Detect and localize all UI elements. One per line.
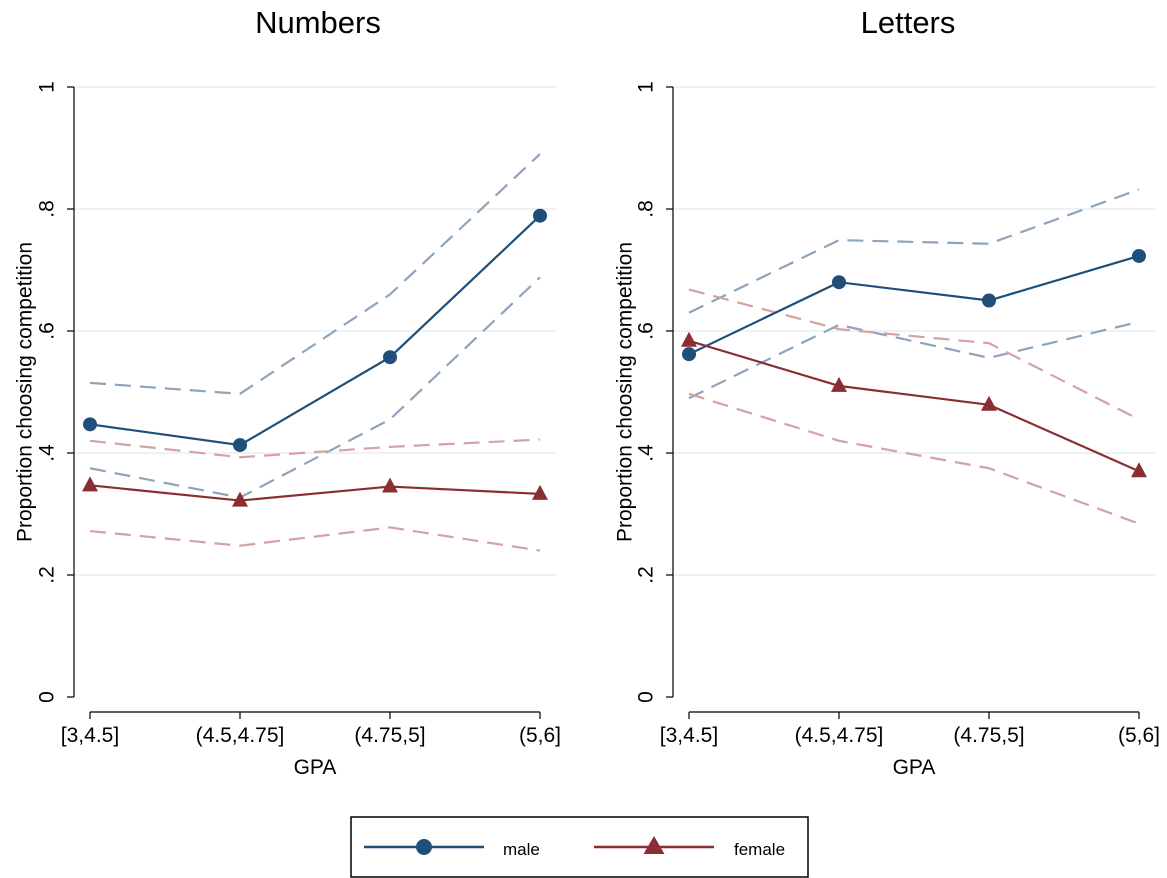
y-tick-label: .6 <box>635 322 658 340</box>
male-ci-lower-line <box>89 276 541 499</box>
female-ci-upper-line <box>688 288 1140 421</box>
female-point <box>981 395 997 411</box>
female-ci-lower-line <box>688 392 1140 525</box>
x-tick-label: [3,4.5] <box>660 724 718 747</box>
male-point <box>233 438 247 453</box>
legend-male-marker <box>416 839 432 855</box>
legend-male-label: male <box>503 840 540 859</box>
female-ci-upper-line <box>89 438 541 459</box>
female-point <box>532 484 548 500</box>
legend-female-marker <box>643 836 665 854</box>
x-tick-label: (4.75,5] <box>953 724 1024 747</box>
y-tick-label: 0 <box>36 691 59 703</box>
male-series-line <box>89 214 541 447</box>
male-series-line <box>688 254 1140 356</box>
y-axis-title: Proportion choosing competition <box>14 242 37 542</box>
x-tick-label: [3,4.5] <box>61 724 119 747</box>
male-ci-upper-line <box>89 153 541 395</box>
male-point <box>383 350 397 365</box>
legend-female-label: female <box>734 840 785 859</box>
y-tick-label: 0 <box>635 691 658 703</box>
y-tick-label: .4 <box>36 444 59 462</box>
y-tick-label: .8 <box>635 200 658 218</box>
y-tick-label: .8 <box>36 200 59 218</box>
female-point <box>232 491 248 507</box>
y-tick-label: .2 <box>36 566 59 584</box>
x-tick-label: (5,6] <box>519 724 561 747</box>
panel-letters: Letters 0 .2 .4 .6 .8 1 [3,4.5] (4.5,4.75] (4.75,… <box>614 5 1161 779</box>
female-point <box>1131 462 1147 478</box>
panel-title: Numbers <box>255 5 381 40</box>
male-ci-upper-line <box>688 188 1140 314</box>
x-tick-label: (4.5,4.75] <box>196 724 285 747</box>
male-point <box>1132 248 1146 263</box>
male-point <box>533 208 547 223</box>
y-tick-label: 1 <box>36 81 59 93</box>
x-tick-label: (4.75,5] <box>354 724 425 747</box>
male-point <box>832 275 846 290</box>
y-axis-title: Proportion choosing competition <box>614 242 637 542</box>
panel-title: Letters <box>861 5 956 40</box>
x-axis-title: GPA <box>893 756 936 779</box>
female-point <box>382 477 398 493</box>
x-axis-title: GPA <box>294 756 337 779</box>
y-tick-label: .4 <box>635 444 658 462</box>
female-point <box>82 476 98 492</box>
female-point <box>831 376 847 392</box>
female-series-line <box>89 484 541 502</box>
male-point <box>682 347 696 362</box>
y-tick-label: .6 <box>36 322 59 340</box>
male-point <box>83 417 97 432</box>
female-ci-lower-line <box>89 526 541 552</box>
x-tick-label: (5,6] <box>1118 724 1160 747</box>
female-series-line <box>688 339 1140 473</box>
x-tick-label: (4.5,4.75] <box>795 724 884 747</box>
y-tick-label: .2 <box>635 566 658 584</box>
legend: male female <box>350 816 809 878</box>
male-point <box>982 293 996 308</box>
panel-numbers: Numbers 0 .2 .4 .6 .8 1 [3,4.5] (4.5,4.75] (4.75,… <box>14 5 562 779</box>
male-ci-lower-line <box>688 320 1140 400</box>
female-point <box>681 331 697 347</box>
y-tick-label: 1 <box>635 81 658 93</box>
